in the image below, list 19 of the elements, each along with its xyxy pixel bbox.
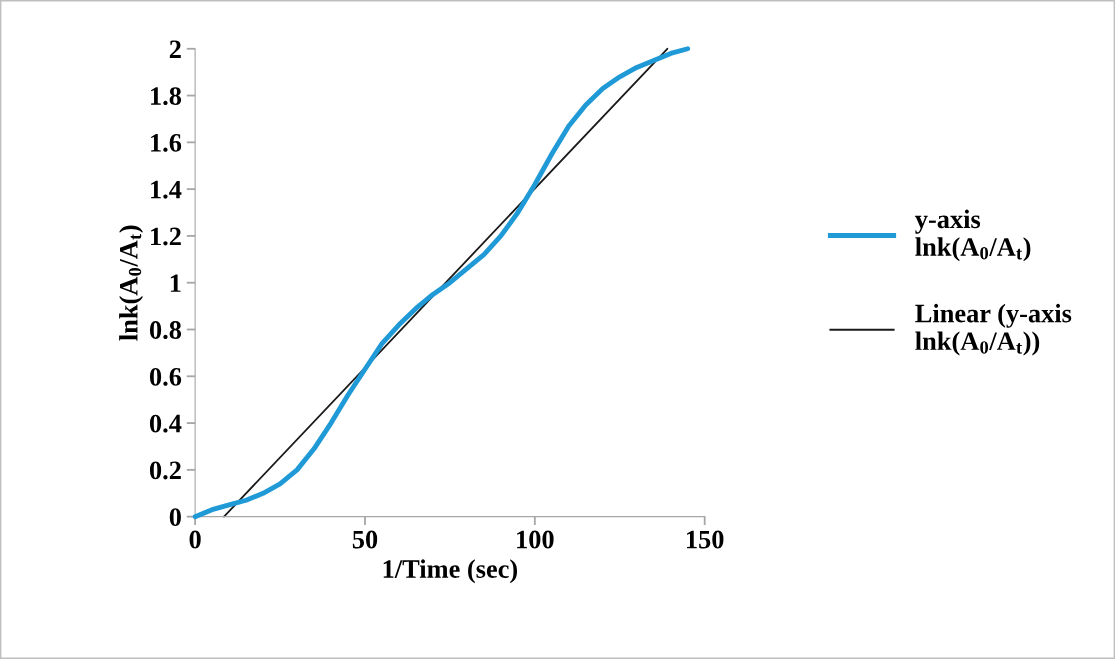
y-tick-label: 0 — [169, 508, 181, 527]
y-tick-label: 1 — [170, 274, 181, 292]
x-tick-label: 0 — [189, 530, 201, 549]
x-axis-title: 1/Time (sec) — [383, 559, 518, 584]
y-tick-label: 1.8 — [151, 87, 182, 106]
y-tick-label: 0.8 — [149, 321, 182, 340]
x-tick-label: 100 — [517, 530, 554, 549]
y-tick-label: 0.4 — [149, 414, 182, 433]
y-tick-label: 1.4 — [151, 180, 182, 199]
y-tick-label: 0.6 — [149, 367, 182, 386]
y-tick-label: 1.2 — [151, 227, 181, 246]
legend-label: y-axis lnk(A$_{0}$/A$_{t}$) — [915, 209, 1031, 262]
x-tick-label: 50 — [352, 530, 378, 549]
y-tick-label: 1.6 — [151, 134, 182, 152]
y-axis-title: lnk(A$_{0}$/A$_{t}$) — [119, 225, 144, 341]
y-tick-label: 0.2 — [149, 461, 181, 480]
legend-label: Linear (y-axis lnk(A$_{0}$/A$_{t}$)) — [915, 303, 1072, 356]
x-tick-label: 150 — [687, 530, 724, 549]
y-tick-label: 2 — [169, 40, 181, 58]
